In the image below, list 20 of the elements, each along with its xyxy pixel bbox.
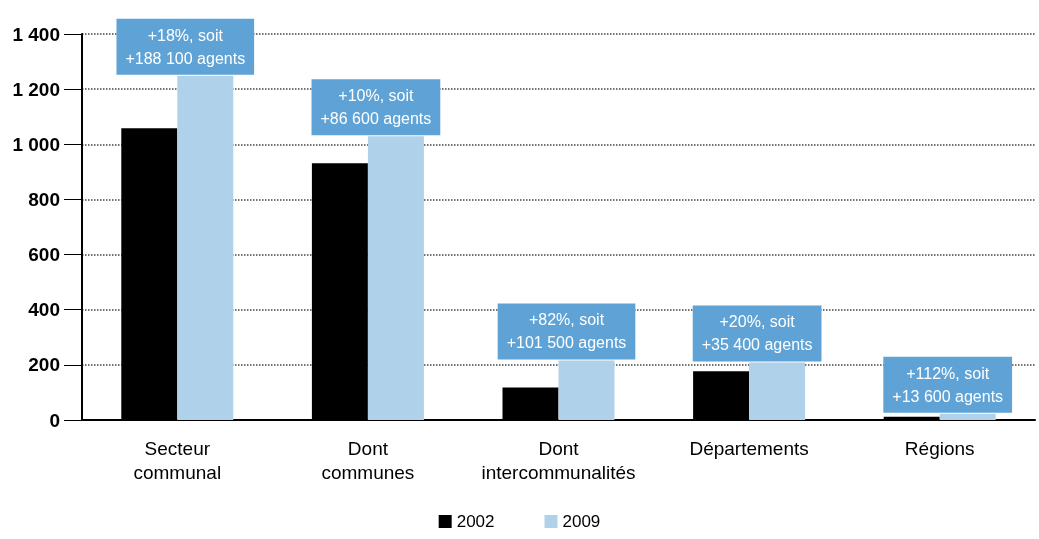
y-tick-label: 200 (28, 354, 60, 376)
annotation: +20%, soit +35 400 agents (701, 313, 813, 354)
x-tick-label: Dont intercommunalités (481, 437, 636, 483)
annotation: +112%, soit +13 600 agents (892, 364, 1004, 405)
y-tick-label: 1 000 (12, 133, 60, 155)
y-tick-label: 400 (28, 299, 60, 321)
x-tick-label: Dont communes (321, 437, 415, 483)
annotation: +18%, soit +188 100 agents (125, 26, 246, 67)
legend-label: 2009 (562, 512, 601, 531)
y-tick-label: 600 (28, 244, 60, 266)
x-tick-label: Secteur communal (133, 437, 222, 483)
y-tick-label: 800 (28, 188, 60, 210)
x-tick-label: Régions (904, 437, 975, 459)
y-tick-label: 0 (49, 409, 60, 431)
x-tick-label: Départements (689, 437, 809, 459)
legend-label: 2002 (456, 512, 495, 531)
y-tick-label: 1 200 (12, 78, 60, 100)
annotation: +10%, soit +86 600 agents (320, 87, 432, 128)
annotation: +82%, soit +101 500 agents (506, 311, 627, 352)
y-tick-label: 1 400 (12, 23, 60, 45)
